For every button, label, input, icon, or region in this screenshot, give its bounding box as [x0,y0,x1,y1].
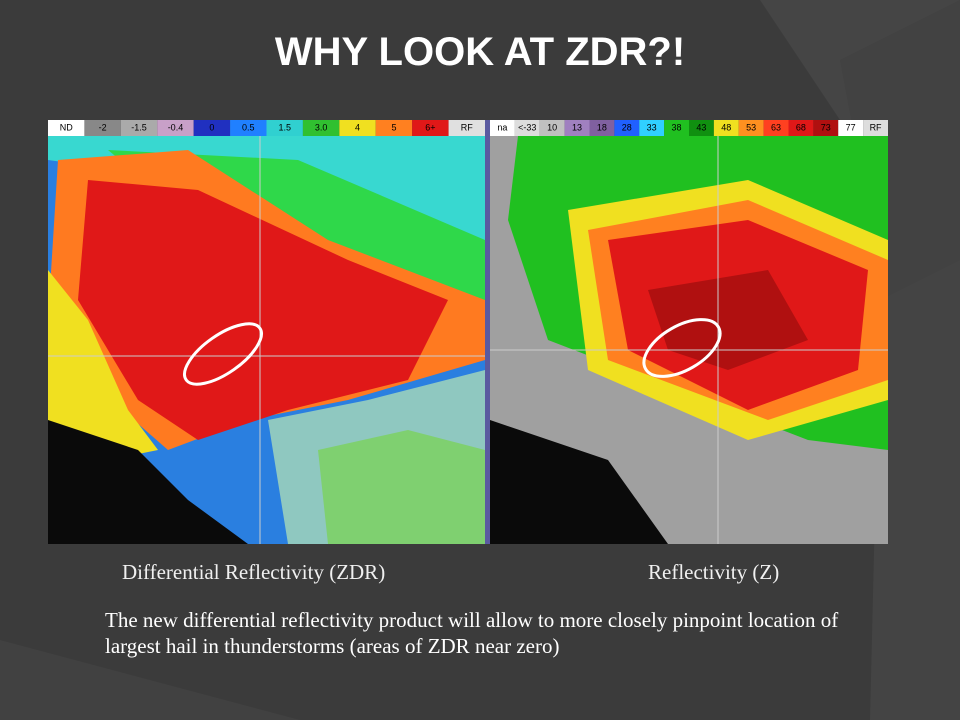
scale-swatch [664,120,689,136]
scale-label: 77 [846,122,856,132]
zdr-image [48,136,485,544]
radar-images: ND -2 -1.5 -0.4 0 0.5 1.5 3.0 4 5 6+ RF na <-33 10 13 18… [48,120,888,544]
scale-label: 68 [796,122,806,132]
scale-swatch [339,120,376,136]
scale-swatch [738,120,764,136]
scale-swatch [863,120,888,136]
scale-label: 13 [572,122,582,132]
scale-swatch [813,120,839,136]
scale-swatch [193,120,231,136]
scale-label: 5 [391,122,396,132]
scale-swatch [614,120,640,136]
scale-swatch [448,120,485,136]
scale-swatch [230,120,267,136]
scale-swatch [120,120,158,136]
scale-label: 28 [622,122,632,132]
scale-swatch [514,120,540,136]
scale-label: 38 [672,122,682,132]
scale-label: 0.5 [242,122,255,132]
scale-label: -0.4 [168,122,184,132]
scale-swatch [564,120,590,136]
scale-label: <-33 [518,122,536,132]
scale-swatch [302,120,340,136]
scale-swatch [689,120,714,136]
scale-swatch [639,120,665,136]
scale-label: 4 [355,122,360,132]
scale-label: 3.0 [315,122,328,132]
scale-swatch [589,120,615,136]
scale-swatch [763,120,789,136]
scale-label: 0 [209,122,214,132]
scale-swatch [84,120,121,136]
scale-swatch [375,120,413,136]
scale-label: 33 [647,122,657,132]
scale-label: -2 [99,122,107,132]
title: WHY LOOK AT ZDR?! [274,30,686,74]
scale-label: na [497,122,507,132]
scale-swatch [412,120,449,136]
body-text: The new differential reflectivity produc… [105,608,839,658]
scale-swatch [788,120,814,136]
scale-label: 53 [746,122,756,132]
scale-swatch [539,120,565,136]
caption: Reflectivity (Z) [648,560,780,584]
scale-label: 63 [771,122,781,132]
scale-label: 10 [547,122,557,132]
scale-label: 43 [696,122,706,132]
scale-label: ND [60,122,73,132]
reflectivity-image [490,136,888,544]
scale-swatch [713,120,739,136]
scale-label: -1.5 [131,122,147,132]
scale-swatch [266,120,303,136]
scale-label: 6+ [425,122,435,132]
scale-swatch [838,120,864,136]
scale-swatch [157,120,194,136]
scale-swatch [490,120,515,136]
scale-label: 1.5 [278,122,291,132]
scale-label: 73 [821,122,831,132]
scale-label: RF [870,122,882,132]
caption: Differential Reflectivity (ZDR) [122,560,386,584]
scale-swatch [48,120,85,136]
scale-label: 18 [597,122,607,132]
scale-label: 48 [721,122,731,132]
scale-label: RF [461,122,473,132]
